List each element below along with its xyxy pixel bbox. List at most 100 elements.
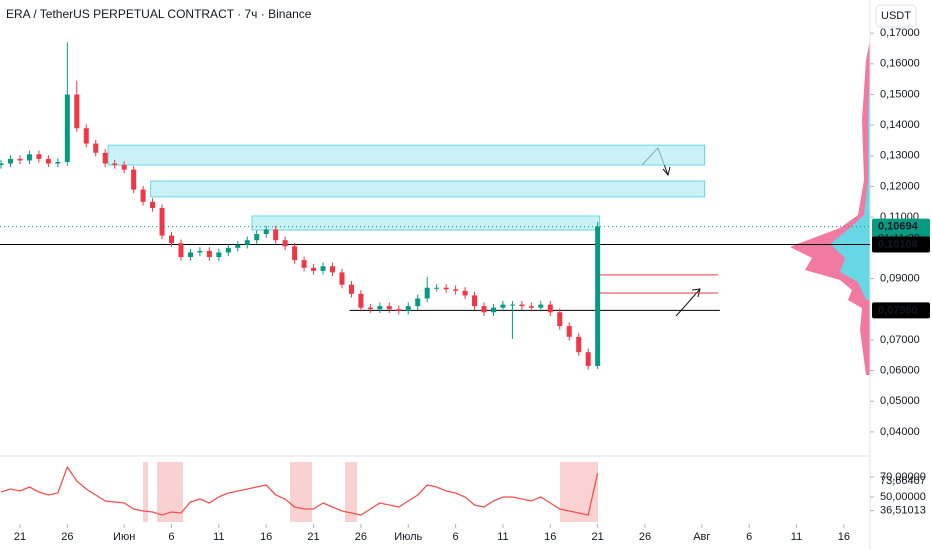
currency-button-label[interactable]: USDT	[881, 10, 911, 22]
candle-body	[348, 284, 354, 294]
candle-body	[112, 163, 118, 166]
price-tag	[872, 236, 930, 253]
candle-body	[443, 287, 449, 290]
y-tick-label: 0,17000	[880, 27, 920, 39]
candle-body	[168, 235, 174, 244]
candle-body	[528, 306, 534, 308]
y-tick-label: 0,16000	[880, 58, 920, 70]
y-tick-label: 0,09000	[880, 272, 920, 284]
x-tick-label: 26	[61, 531, 73, 543]
zone	[251, 215, 600, 231]
y-tick-label: 0,07000	[880, 334, 920, 346]
candle-body	[131, 169, 137, 190]
indicator-line	[0, 465, 599, 516]
x-tick-label: 16	[838, 531, 850, 543]
x-tick-label: Июн	[113, 531, 135, 543]
candle-body	[566, 326, 572, 337]
candle-body	[509, 304, 515, 306]
x-tick-label: 16	[544, 531, 556, 543]
y-tick-label: 0,04000	[880, 426, 920, 438]
indicator-tick-label: 70,00000	[880, 471, 926, 483]
candle-body	[339, 272, 345, 285]
candle-body	[320, 266, 326, 271]
candle-body	[263, 229, 269, 235]
candle-body	[254, 234, 260, 241]
candle-body	[500, 304, 506, 308]
candle-body	[178, 243, 184, 258]
candle-body	[36, 154, 42, 159]
x-tick-label: 11	[497, 531, 508, 543]
candle-body	[595, 226, 601, 366]
candle-body	[519, 304, 525, 307]
chart-title: ERA / TetherUS PERPETUAL CONTRACT · 7ч ·…	[6, 7, 312, 21]
candle-body	[396, 309, 402, 311]
x-tick-label: 21	[592, 531, 604, 543]
candle-body	[472, 295, 478, 307]
candle-body	[538, 304, 544, 308]
candle-body	[490, 307, 496, 313]
x-tick-label: Июль	[394, 531, 422, 543]
candle-body	[329, 266, 335, 273]
x-tick-label: Авг	[693, 531, 710, 543]
candle-body	[462, 290, 468, 296]
y-tick-label: 0,12000	[880, 180, 920, 192]
candle-body	[424, 287, 430, 299]
candle-body	[415, 298, 421, 307]
candle-body	[83, 128, 89, 144]
currency-button[interactable]	[875, 4, 917, 28]
candle-body	[93, 143, 99, 153]
candle-body	[102, 152, 108, 164]
candle-body	[150, 201, 156, 208]
x-tick-label: 6	[746, 531, 752, 543]
candle-body	[0, 163, 4, 166]
x-tick-label: 16	[260, 531, 272, 543]
x-tick-label: 21	[14, 531, 26, 543]
candle-body	[367, 307, 373, 310]
zone	[150, 180, 706, 198]
candle-body	[64, 94, 70, 162]
price-tag-label: 0,10694	[878, 220, 919, 232]
candle-body	[377, 306, 383, 310]
x-tick-label: 6	[453, 531, 459, 543]
candle-body	[197, 250, 203, 253]
candle-body	[244, 240, 250, 245]
candle-body	[206, 250, 212, 258]
y-tick-label: 0,14000	[880, 119, 920, 131]
candle-body	[434, 287, 440, 289]
candle-body	[8, 158, 14, 164]
plot	[0, 42, 870, 516]
price-tag	[872, 302, 930, 319]
y-tick-label: 0,15000	[880, 88, 920, 100]
indicator-tick-label: 36,51013	[880, 504, 926, 516]
x-tick-label: 26	[639, 531, 651, 543]
y-tick-label: 0,06000	[880, 364, 920, 376]
candle-body	[585, 352, 591, 366]
candle-body	[159, 207, 165, 236]
candle-body	[358, 293, 364, 308]
candle-body	[74, 94, 80, 129]
candle-body	[311, 267, 317, 271]
x-tick-label: 11	[791, 531, 802, 543]
x-tick-label: 11	[213, 531, 224, 543]
y-tick-label: 0,05000	[880, 395, 920, 407]
indicator-last-label: 73,66407	[880, 475, 926, 487]
x-tick-label: 21	[307, 531, 319, 543]
price-tag-label: 0,07960	[878, 304, 918, 316]
candle-body	[386, 306, 392, 310]
candle-body	[45, 158, 51, 164]
candle-body	[55, 161, 61, 164]
indicator-tick-label: 50,00000	[880, 491, 926, 503]
x-tick-label: 26	[355, 531, 367, 543]
candle-body	[547, 304, 553, 313]
candle-body	[121, 165, 127, 170]
candle-body	[26, 154, 32, 161]
candle-body	[140, 189, 146, 202]
candle-body	[216, 252, 222, 258]
y-tick-label: 0,13000	[880, 150, 920, 162]
candle-body	[225, 247, 231, 253]
candle-body	[301, 260, 307, 268]
candle-body	[235, 244, 241, 248]
candle-body	[557, 312, 563, 327]
